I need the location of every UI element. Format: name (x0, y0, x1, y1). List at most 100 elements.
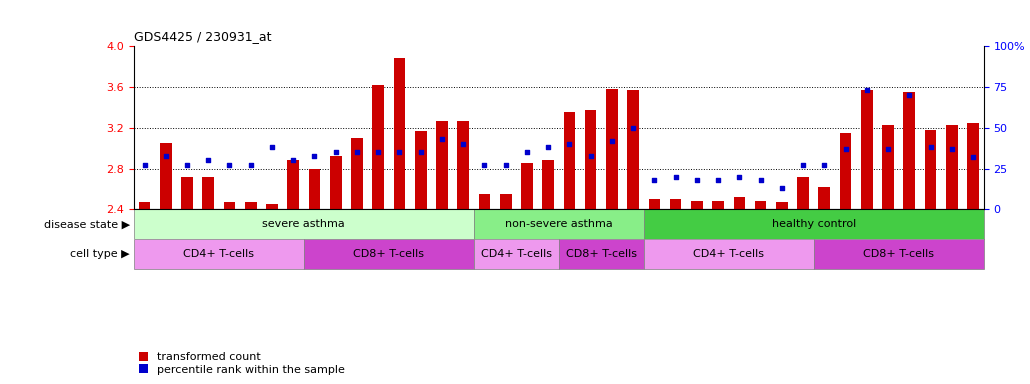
Bar (903, 92, 915, 209)
Text: CD8+ T-cells: CD8+ T-cells (863, 249, 934, 259)
FancyBboxPatch shape (814, 239, 984, 269)
Point (434, 136, 450, 142)
Bar (670, 199, 682, 209)
Point (158, 152, 174, 159)
Text: cell type ▶: cell type ▶ (70, 249, 130, 259)
Bar (479, 194, 490, 209)
Legend: transformed count, percentile rank within the sample: transformed count, percentile rank withi… (139, 352, 345, 375)
Bar (181, 177, 193, 209)
Point (370, 149, 386, 155)
Text: healthy control: healthy control (771, 219, 856, 229)
Point (880, 146, 896, 152)
Bar (500, 194, 512, 209)
FancyBboxPatch shape (304, 239, 474, 269)
Text: CD4+ T-cells: CD4+ T-cells (481, 249, 552, 259)
Text: CD4+ T-cells: CD4+ T-cells (183, 249, 254, 259)
Point (285, 157, 302, 164)
Point (264, 144, 280, 151)
Bar (543, 161, 554, 209)
Point (540, 144, 556, 151)
Bar (797, 177, 809, 209)
Bar (309, 169, 320, 209)
FancyBboxPatch shape (644, 239, 814, 269)
Point (752, 177, 768, 183)
Text: disease state ▶: disease state ▶ (43, 219, 130, 229)
Bar (585, 110, 596, 209)
Point (200, 157, 216, 164)
Point (667, 174, 684, 180)
Bar (245, 202, 256, 209)
Point (328, 149, 344, 155)
Bar (755, 201, 766, 209)
Text: GDS4425 / 230931_at: GDS4425 / 230931_at (134, 30, 271, 43)
Point (837, 146, 854, 152)
Point (816, 162, 832, 168)
Text: CD4+ T-cells: CD4+ T-cells (693, 249, 764, 259)
FancyBboxPatch shape (644, 209, 984, 239)
Bar (925, 130, 936, 209)
Bar (436, 121, 448, 209)
Point (455, 141, 472, 147)
Bar (691, 201, 702, 209)
Bar (266, 204, 278, 209)
Text: non-severe asthma: non-severe asthma (505, 219, 613, 229)
Bar (393, 58, 405, 209)
Point (646, 177, 662, 183)
Bar (330, 156, 342, 209)
Bar (861, 90, 872, 209)
FancyBboxPatch shape (559, 239, 644, 269)
Point (689, 177, 706, 183)
Bar (287, 161, 299, 209)
Bar (521, 164, 533, 209)
Point (582, 152, 598, 159)
Bar (713, 201, 724, 209)
Point (306, 152, 322, 159)
Text: CD8+ T-cells: CD8+ T-cells (353, 249, 424, 259)
Bar (946, 125, 958, 209)
Bar (883, 125, 894, 209)
Point (943, 146, 960, 152)
Bar (373, 85, 384, 209)
Text: severe asthma: severe asthma (263, 219, 345, 229)
Bar (606, 89, 618, 209)
Point (391, 149, 408, 155)
Bar (819, 187, 830, 209)
Point (710, 177, 726, 183)
Bar (627, 90, 639, 209)
Bar (224, 202, 235, 209)
Bar (839, 133, 852, 209)
Point (859, 87, 876, 93)
Point (774, 185, 790, 191)
Bar (160, 143, 172, 209)
Bar (457, 121, 469, 209)
Bar (415, 131, 426, 209)
Point (901, 92, 918, 98)
Point (221, 162, 238, 168)
Bar (563, 113, 575, 209)
Point (561, 141, 578, 147)
Bar (351, 138, 363, 209)
Bar (649, 199, 660, 209)
Bar (967, 122, 978, 209)
Point (604, 138, 620, 144)
Point (412, 149, 428, 155)
Point (795, 162, 812, 168)
Bar (733, 197, 745, 209)
FancyBboxPatch shape (134, 209, 474, 239)
Bar (203, 177, 214, 209)
Text: CD8+ T-cells: CD8+ T-cells (565, 249, 637, 259)
FancyBboxPatch shape (474, 209, 644, 239)
Point (476, 162, 492, 168)
Bar (776, 202, 788, 209)
Point (965, 154, 982, 160)
Point (349, 149, 366, 155)
Point (519, 149, 536, 155)
Point (136, 162, 152, 168)
Point (731, 174, 748, 180)
Point (179, 162, 196, 168)
Point (497, 162, 514, 168)
FancyBboxPatch shape (134, 239, 304, 269)
Point (625, 125, 642, 131)
Bar (139, 202, 150, 209)
FancyBboxPatch shape (474, 239, 559, 269)
